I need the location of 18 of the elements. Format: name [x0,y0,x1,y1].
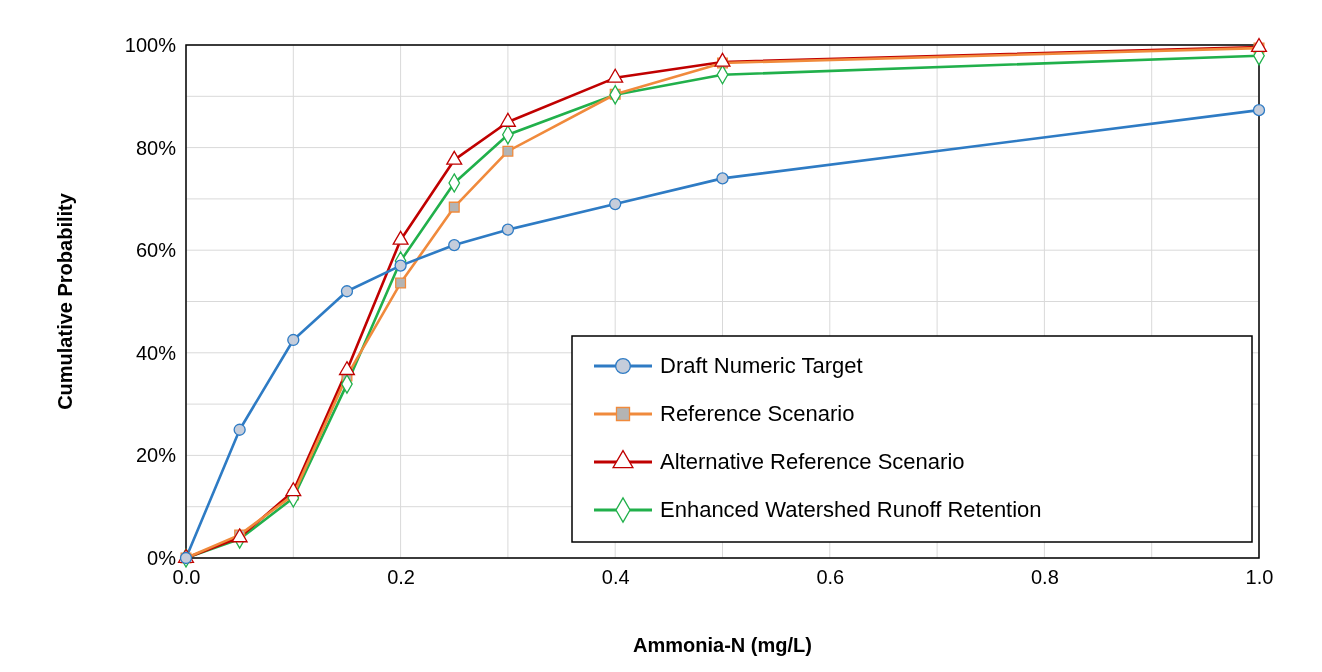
y-axis-title: Cumulative Probability [54,192,76,410]
x-tick-label: 1.0 [1245,566,1274,589]
y-tick-label: 0% [147,546,177,569]
x-tick-label: 0.2 [387,566,416,589]
legend-label: Enhanced Watershed Runoff Retention [660,497,1042,522]
y-tick-label: 60% [135,239,177,262]
x-tick-label: 0.8 [1030,566,1059,589]
y-tick-label: 80% [135,136,177,159]
legend-label: Reference Scenario [660,401,855,426]
y-tick-label: 40% [135,341,177,364]
x-tick-label: 0.0 [172,566,201,589]
x-axis-title: Ammonia-N (mg/L) [633,634,812,656]
y-tick-label: 100% [124,33,177,56]
y-tick-label: 20% [135,444,177,467]
x-tick-label: 0.4 [601,566,630,589]
x-tick-label: 0.6 [816,566,845,589]
legend-label: Alternative Reference Scenario [660,449,965,474]
legend-label: Draft Numeric Target [660,353,863,378]
